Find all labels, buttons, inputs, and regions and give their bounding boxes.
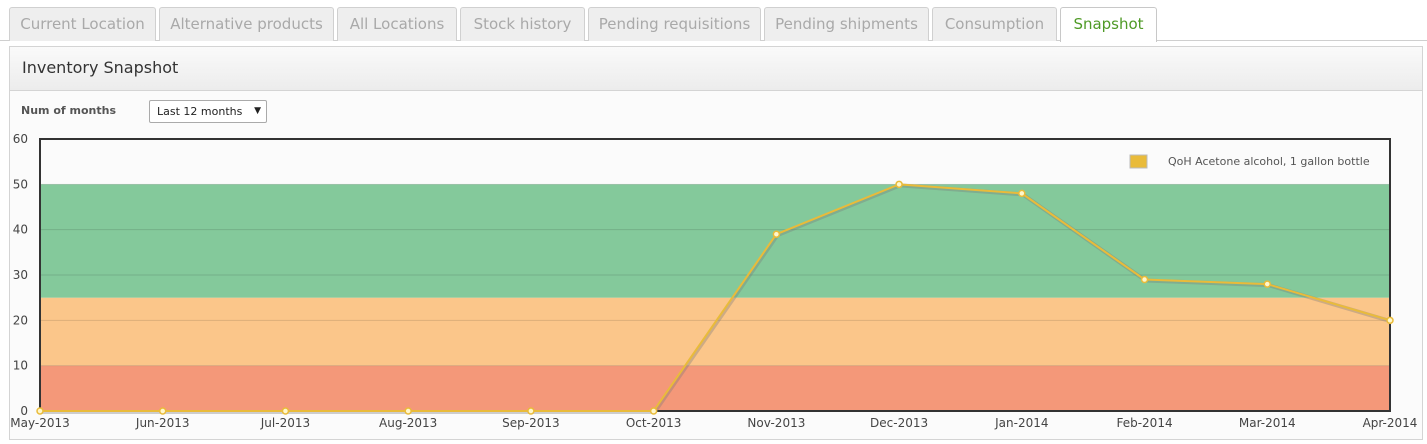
data-point[interactable]	[895, 180, 903, 189]
data-point[interactable]	[36, 407, 44, 415]
x-tick-label: Feb-2014	[1116, 416, 1172, 430]
legend-label: QoH Acetone alcohol, 1 gallon bottle	[1168, 155, 1370, 168]
threshold-band	[40, 184, 1390, 298]
data-point[interactable]	[1018, 189, 1026, 198]
y-tick-label: 40	[13, 223, 28, 237]
chevron-down-icon: ▼	[254, 106, 261, 116]
data-point[interactable]	[1140, 275, 1149, 284]
data-point[interactable]	[649, 407, 658, 415]
y-axis-ticks: 0 10 20 30 40 50 60	[13, 132, 28, 418]
series-lines	[36, 180, 1394, 415]
x-tick-label: Aug-2013	[379, 416, 437, 430]
panel-header: Inventory Snapshot	[10, 47, 1422, 91]
num-months-select[interactable]: Last 12 months ▼	[149, 100, 267, 123]
legend-swatch	[1129, 154, 1148, 169]
y-tick-label: 20	[13, 313, 28, 327]
x-tick-label: Jan-2014	[994, 416, 1048, 430]
data-point[interactable]	[404, 407, 412, 415]
threshold-band	[40, 365, 1390, 411]
tab-consumption[interactable]: Consumption	[932, 7, 1057, 41]
tab-all-locations[interactable]: All Locations	[337, 7, 457, 41]
x-tick-label: May-2013	[10, 416, 69, 430]
x-tick-label: Apr-2014	[1363, 416, 1418, 430]
data-point[interactable]	[527, 407, 535, 415]
x-tick-label: Sep-2013	[502, 416, 560, 430]
x-axis-ticks: May-2013 Jun-2013 Jul-2013 Aug-2013 Sep-2013…	[10, 416, 1417, 430]
y-tick-label: 10	[13, 359, 28, 373]
x-tick-label: Jul-2013	[260, 416, 310, 430]
threshold-bands	[40, 184, 1390, 411]
y-tick-label: 0	[20, 404, 28, 418]
chart-legend: QoH Acetone alcohol, 1 gallon bottle	[1129, 154, 1370, 169]
data-point[interactable]	[1386, 316, 1394, 325]
data-point[interactable]	[772, 230, 781, 238]
y-tick-label: 50	[13, 177, 28, 191]
data-point[interactable]	[1263, 280, 1272, 288]
x-tick-label: Oct-2013	[626, 416, 682, 430]
data-point[interactable]	[158, 407, 167, 415]
num-months-value: Last 12 months	[157, 105, 243, 118]
tab-bar: Current Location Alternative products Al…	[0, 0, 1427, 42]
plot-border	[39, 138, 1391, 412]
x-tick-label: Mar-2014	[1239, 416, 1296, 430]
tab-alternative-products[interactable]: Alternative products	[159, 7, 334, 41]
tab-pending-requisitions[interactable]: Pending requisitions	[588, 7, 761, 41]
panel-title: Inventory Snapshot	[22, 58, 179, 77]
tab-stock-history[interactable]: Stock history	[460, 7, 585, 41]
y-tick-label: 60	[13, 132, 28, 146]
tab-snapshot[interactable]: Snapshot	[1060, 7, 1157, 42]
tab-pending-shipments[interactable]: Pending shipments	[764, 7, 929, 41]
tab-current-location[interactable]: Current Location	[9, 7, 156, 41]
series-line	[40, 183, 1391, 412]
threshold-band	[40, 297, 1390, 366]
y-tick-label: 30	[13, 268, 28, 282]
x-tick-label: Jun-2013	[135, 416, 190, 430]
x-tick-label: Nov-2013	[747, 416, 805, 430]
x-tick-label: Dec-2013	[870, 416, 928, 430]
num-months-label: Num of months	[21, 104, 116, 117]
data-point[interactable]	[281, 407, 290, 415]
